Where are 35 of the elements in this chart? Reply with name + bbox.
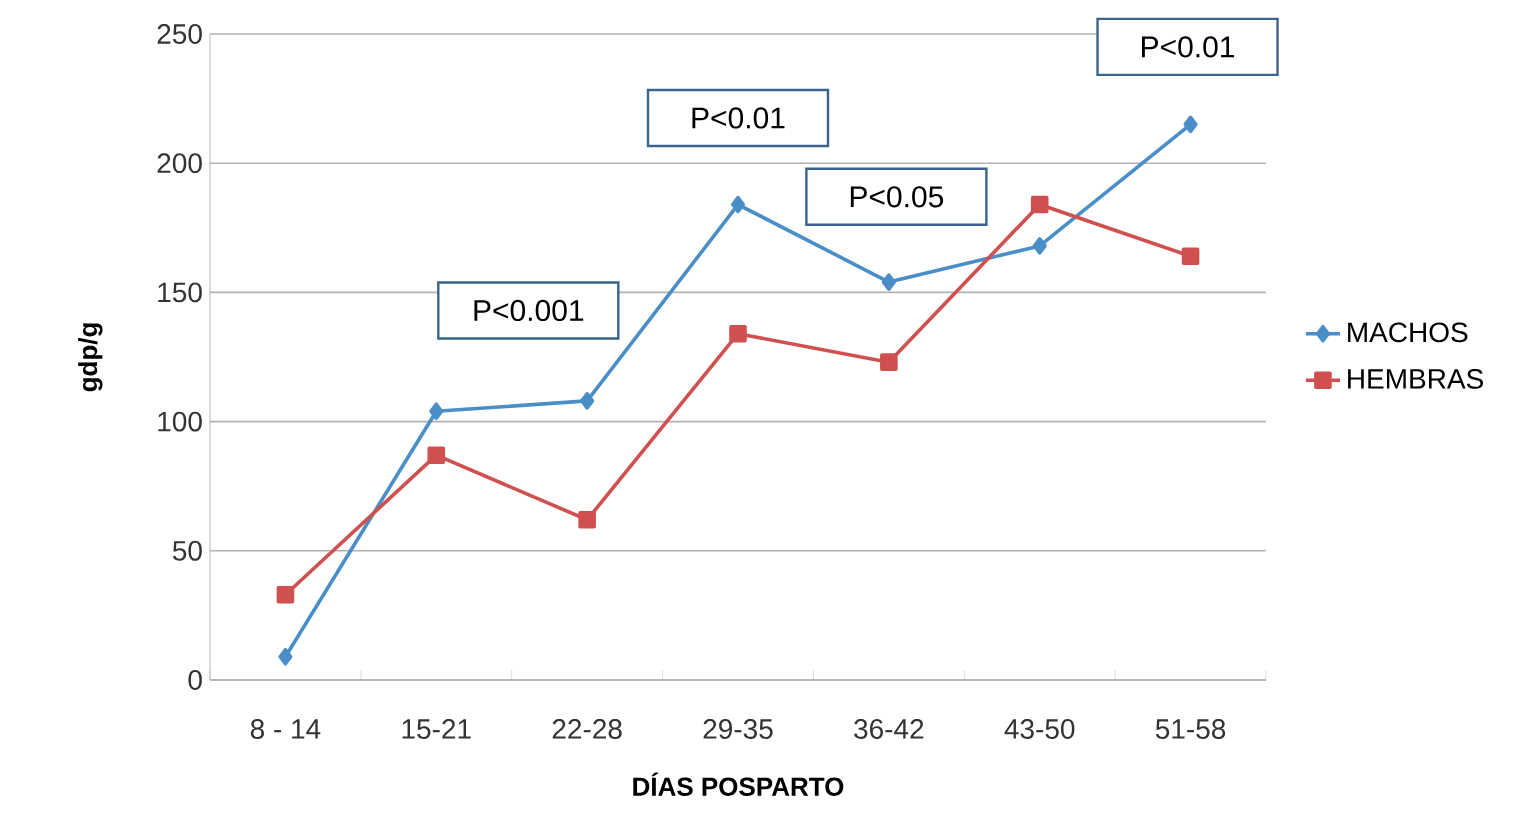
point [580, 392, 595, 410]
legend-label: HEMBRAS [1348, 368, 1483, 389]
x-tick-label: 8 - 14 [250, 719, 321, 739]
x-tick-label: 36-42 [854, 719, 924, 739]
y-tick-label: 200 [157, 153, 202, 174]
x-axis-title: DÍAS POSPARTO [633, 772, 844, 796]
point [578, 510, 596, 529]
x-tick-label: 29-35 [703, 719, 773, 739]
point [880, 353, 898, 371]
point [278, 647, 293, 666]
y-tick-label: 150 [158, 282, 202, 303]
y-axis-title: gdp/g [78, 323, 103, 392]
point [729, 324, 747, 343]
x-tick-label: 43-50 [1004, 719, 1075, 739]
point [1181, 247, 1200, 266]
y-tick-label: 50 [172, 540, 202, 561]
point [429, 402, 444, 421]
point [427, 446, 446, 464]
legend-label: MACHOS [1348, 322, 1468, 343]
x-tick-label: 51-58 [1155, 719, 1226, 739]
annotation: P<0.01 [1142, 36, 1235, 58]
annotation: P<0.01 [692, 107, 785, 129]
point [730, 195, 746, 214]
point [1030, 195, 1049, 214]
point [1183, 115, 1198, 134]
y-tick-label: 250 [157, 24, 202, 44]
annotation: P<0.05 [850, 186, 944, 208]
y-tick-label: 100 [158, 411, 202, 432]
point [881, 273, 896, 291]
x-tick-label: 15-21 [402, 719, 471, 739]
point [276, 585, 295, 604]
point [1032, 237, 1047, 255]
annotation: P<0.001 [474, 299, 584, 322]
x-tick-label: 22-28 [552, 719, 622, 739]
y-tick-label: 0 [188, 670, 202, 690]
